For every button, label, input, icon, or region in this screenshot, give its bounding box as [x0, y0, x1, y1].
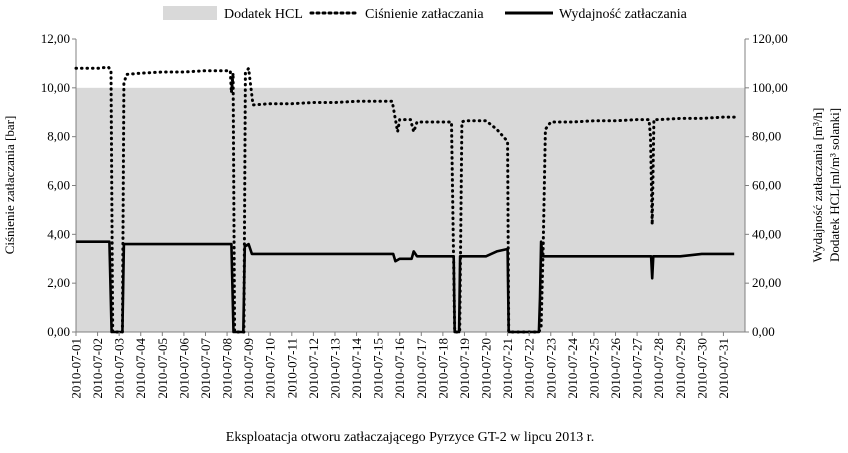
y-left-tick-label: 2,00 [47, 275, 70, 290]
x-tick-label: 2010-07-19 [457, 338, 472, 399]
y-axis-right-title-1: Wydajność zatłaczania [m³/h] [810, 108, 825, 263]
x-tick-label: 2010-07-24 [565, 338, 580, 399]
x-tick-label: 2010-07-12 [306, 338, 321, 399]
x-tick-label: 2010-07-03 [112, 338, 127, 399]
x-tick-label: 2010-07-16 [392, 338, 407, 399]
x-tick-label: 2010-07-01 [69, 338, 84, 399]
x-tick-label: 2010-07-04 [133, 338, 148, 399]
hcl-area [76, 87, 745, 332]
x-tick-label: 2010-07-29 [673, 338, 688, 399]
y-right-tick-label: 60,00 [752, 178, 781, 193]
x-tick-label: 2010-07-28 [651, 338, 666, 399]
y-left-tick-label: 8,00 [47, 129, 70, 144]
x-tick-label: 2010-07-30 [694, 338, 709, 399]
flow-series-line [76, 240, 735, 334]
y-left-tick-label: 6,00 [47, 178, 70, 193]
legend-swatch-hcl [163, 6, 217, 20]
legend: Dodatek HCL Ciśnienie zatłaczania Wydajn… [163, 6, 688, 22]
x-tick-label: 2010-07-22 [522, 338, 537, 399]
x-tick-label: 2010-07-13 [328, 338, 343, 399]
x-tick-label: 2010-07-09 [241, 338, 256, 399]
pressure-series-line [74, 65, 736, 334]
x-tick-label: 2010-07-15 [371, 338, 386, 399]
y-right-tick-label: 0,00 [752, 324, 775, 339]
tick-labels-group: 0,00 2,00 4,00 6,00 8,00 10,00 12,00 0,00 20,00 4… [41, 31, 788, 399]
series-lines-group [74, 65, 736, 334]
x-tick-label: 2010-07-11 [284, 338, 299, 398]
y-right-tick-label: 120,00 [752, 31, 788, 46]
x-tick-label: 2010-07-17 [414, 338, 429, 399]
x-tick-label: 2010-07-26 [608, 338, 623, 399]
x-tick-label: 2010-07-06 [176, 338, 191, 399]
legend-label-flow: Wydajność zatłaczania [559, 7, 688, 22]
y-left-tick-label: 10,00 [41, 80, 70, 95]
x-tick-label: 2010-07-05 [155, 338, 170, 399]
x-tick-label: 2010-07-21 [500, 338, 515, 399]
y-left-tick-label: 12,00 [41, 31, 70, 46]
x-tick-label: 2010-07-18 [435, 338, 450, 399]
hcl-area-group [76, 87, 745, 332]
x-tick-label: 2010-07-27 [630, 338, 645, 399]
x-tick-label: 2010-07-23 [543, 338, 558, 399]
y-axis-left-title: Ciśnienie zatłaczania [bar] [2, 116, 17, 255]
x-tick-label: 2010-07-14 [349, 338, 364, 399]
x-axis-title: Eksploatacja otworu zatłaczającego Pyrzy… [226, 430, 594, 445]
x-tick-label: 2010-07-07 [198, 338, 213, 399]
legend-label-pressure: Ciśnienie zatłaczania [365, 7, 484, 22]
x-tick-label: 2010-07-08 [220, 338, 235, 399]
y-right-tick-label: 100,00 [752, 80, 788, 95]
x-tick-label: 2010-07-25 [586, 338, 601, 399]
x-tick-label: 2010-07-31 [716, 338, 731, 399]
y-left-tick-label: 0,00 [47, 324, 70, 339]
x-tick-label: 2010-07-20 [479, 338, 494, 399]
y-right-tick-label: 80,00 [752, 129, 781, 144]
x-tick-label: 2010-07-02 [90, 338, 105, 399]
y-right-tick-label: 20,00 [752, 275, 781, 290]
legend-label-hcl: Dodatek HCL [224, 7, 303, 22]
y-axis-right-title-2: Dodatek HCL[ml/m³ solanki] [827, 108, 842, 262]
y-right-tick-label: 40,00 [752, 226, 781, 241]
y-left-tick-label: 4,00 [47, 226, 70, 241]
x-tick-label: 2010-07-10 [263, 338, 278, 399]
